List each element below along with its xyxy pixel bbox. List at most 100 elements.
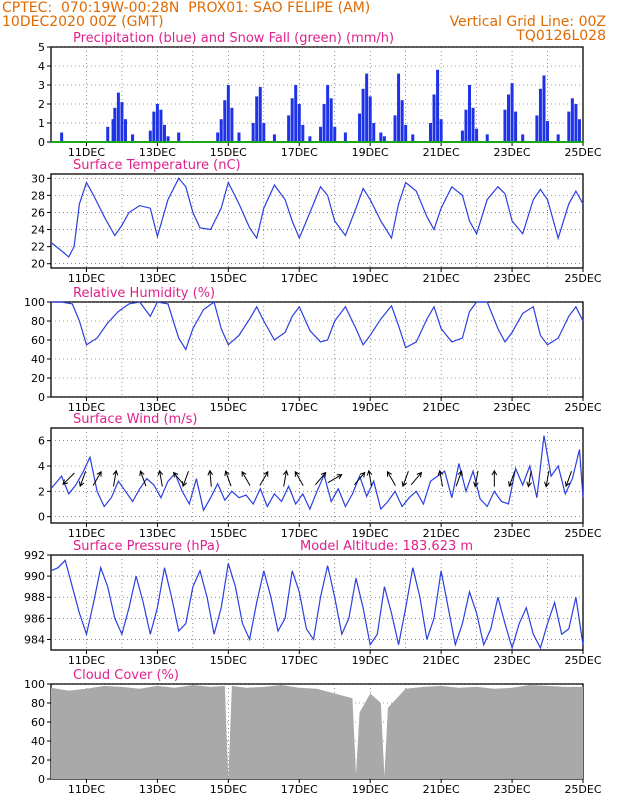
y-tick-label: 100 bbox=[24, 296, 45, 309]
x-tick-label: 25DEC bbox=[564, 272, 601, 285]
x-tick-label: 13DEC bbox=[139, 401, 176, 414]
series-line bbox=[50, 435, 584, 512]
x-tick-label: 15DEC bbox=[210, 272, 247, 285]
precip-bar bbox=[485, 134, 489, 142]
precip-bar bbox=[258, 86, 262, 142]
x-tick-label: 11DEC bbox=[68, 146, 105, 159]
precip-bar bbox=[521, 134, 525, 142]
panel-title: Surface Pressure (hPa) bbox=[73, 539, 220, 554]
wind-arrow bbox=[259, 470, 269, 486]
y-tick-label: 60 bbox=[31, 334, 45, 347]
x-tick-label: 21DEC bbox=[423, 527, 460, 540]
y-tick-label: 4 bbox=[38, 460, 45, 473]
precip-bar bbox=[382, 136, 386, 142]
y-tick-label: 0 bbox=[38, 136, 45, 149]
panel-title: Surface Temperature (nC) bbox=[73, 158, 241, 173]
precip-bar bbox=[475, 128, 479, 142]
x-tick-label: 23DEC bbox=[494, 783, 531, 796]
wind-arrow bbox=[294, 470, 304, 486]
x-tick-label: 19DEC bbox=[352, 654, 389, 667]
wind-arrow bbox=[241, 470, 251, 486]
y-tick-label: 2 bbox=[38, 485, 45, 498]
x-tick-label: 17DEC bbox=[281, 654, 318, 667]
header-line1: CPTEC: 070:19W-00:28N PROX01: SAO FELIPE… bbox=[2, 0, 371, 16]
precip-bar bbox=[432, 94, 436, 142]
y-tick-label: 80 bbox=[31, 697, 45, 710]
precip-bar bbox=[436, 69, 440, 142]
precip-bar bbox=[251, 123, 255, 142]
precip-bar bbox=[319, 126, 323, 142]
precip-bar bbox=[301, 124, 305, 142]
x-tick-label: 13DEC bbox=[139, 783, 176, 796]
y-tick-label: 0 bbox=[38, 391, 45, 404]
precip-bar bbox=[570, 98, 574, 142]
y-tick-label: 0 bbox=[38, 511, 45, 524]
x-tick-label: 19DEC bbox=[352, 401, 389, 414]
wind-arrow bbox=[491, 469, 498, 487]
y-tick-label: 100 bbox=[24, 678, 45, 691]
wind-arrow bbox=[386, 470, 396, 486]
precip-bar bbox=[439, 119, 443, 142]
precip-bar bbox=[372, 123, 376, 142]
y-tick-label: 24 bbox=[31, 224, 45, 237]
wind-arrow bbox=[78, 470, 87, 488]
y-tick-label: 30 bbox=[31, 172, 45, 185]
precip-bar bbox=[294, 85, 298, 142]
precip-bar bbox=[379, 132, 383, 142]
x-tick-label: 11DEC bbox=[68, 654, 105, 667]
precip-bar bbox=[166, 136, 170, 142]
y-tick-label: 984 bbox=[24, 633, 45, 646]
precip-bar bbox=[546, 121, 550, 142]
precip-bar bbox=[131, 134, 135, 142]
y-tick-label: 990 bbox=[24, 570, 45, 583]
wind-arrow bbox=[207, 469, 214, 487]
header-model-id: TQ0126L028 bbox=[516, 28, 606, 44]
precip-bar bbox=[290, 98, 294, 142]
x-tick-label: 23DEC bbox=[494, 654, 531, 667]
precip-bar bbox=[226, 85, 230, 142]
x-tick-label: 21DEC bbox=[423, 146, 460, 159]
cloud-cover-area bbox=[51, 684, 583, 779]
y-tick-label: 1 bbox=[38, 117, 45, 130]
panel-frame-4 bbox=[50, 554, 584, 651]
precip-bar bbox=[411, 134, 415, 142]
precip-bar bbox=[216, 132, 220, 142]
precip-bar bbox=[111, 119, 115, 142]
x-tick-label: 23DEC bbox=[494, 146, 531, 159]
y-tick-label: 40 bbox=[31, 353, 45, 366]
wind-arrow bbox=[564, 470, 573, 488]
precip-bar bbox=[219, 119, 223, 142]
precip-bar bbox=[510, 83, 514, 142]
precip-bar bbox=[343, 132, 347, 142]
x-tick-label: 13DEC bbox=[139, 654, 176, 667]
precip-bar bbox=[400, 100, 404, 142]
panel-title: Surface Wind (m/s) bbox=[73, 412, 197, 427]
precip-bar bbox=[113, 107, 117, 142]
precip-bar bbox=[514, 111, 518, 142]
precip-bar bbox=[162, 124, 166, 142]
precip-bar bbox=[272, 134, 276, 142]
precip-bar bbox=[535, 115, 539, 142]
y-tick-label: 40 bbox=[31, 735, 45, 748]
precip-bar bbox=[329, 98, 333, 142]
wind-arrow bbox=[315, 471, 327, 486]
x-tick-label: 15DEC bbox=[210, 654, 247, 667]
x-tick-label: 17DEC bbox=[281, 272, 318, 285]
precip-bar bbox=[397, 73, 401, 142]
panel-title: Cloud Cover (%) bbox=[73, 668, 179, 683]
y-tick-label: 0 bbox=[38, 773, 45, 786]
precip-bar bbox=[464, 109, 468, 142]
precip-bar bbox=[237, 132, 241, 142]
y-tick-label: 4 bbox=[38, 60, 45, 73]
y-tick-label: 6 bbox=[38, 435, 45, 448]
y-tick-label: 3 bbox=[38, 79, 45, 92]
precip-bar bbox=[404, 124, 408, 142]
x-tick-label: 25DEC bbox=[564, 654, 601, 667]
panel-title: Relative Humidity (%) bbox=[73, 286, 215, 301]
x-tick-label: 19DEC bbox=[352, 527, 389, 540]
x-tick-label: 11DEC bbox=[68, 272, 105, 285]
wind-arrow bbox=[92, 470, 102, 486]
precip-bar bbox=[155, 104, 159, 142]
precip-bar bbox=[538, 88, 542, 142]
